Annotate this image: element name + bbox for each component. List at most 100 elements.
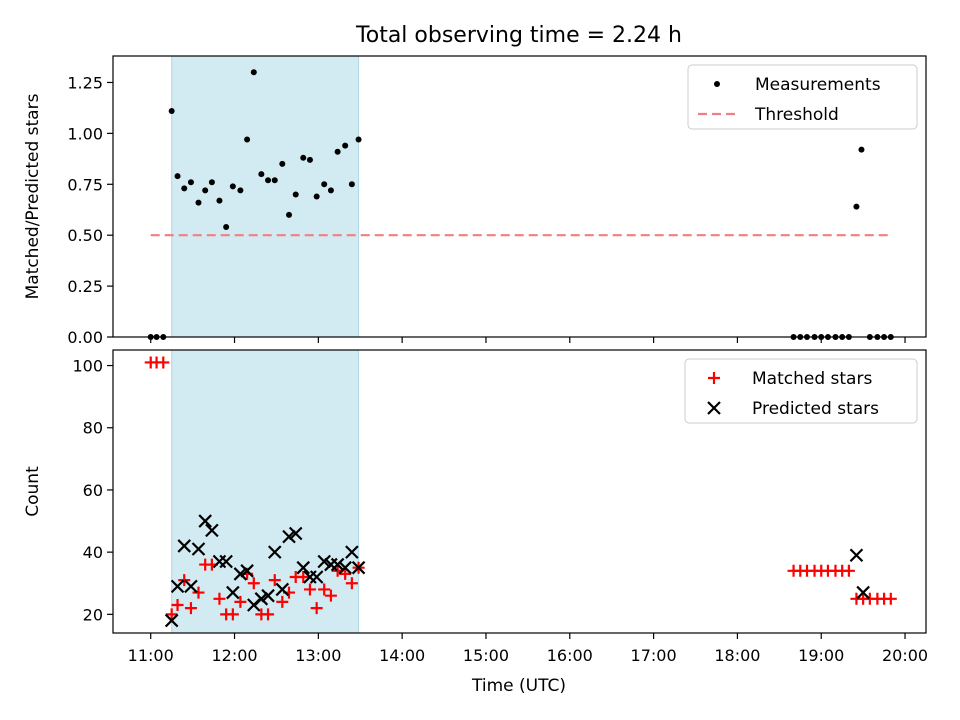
measurement-point [334, 148, 341, 155]
predicted-star-marker [275, 582, 290, 597]
measurement-point [237, 187, 244, 194]
predicted-star-marker [184, 579, 198, 594]
predicted-star-marker [205, 523, 219, 538]
predicted-star-marker [330, 557, 345, 572]
measurement-point [348, 181, 355, 188]
y-tick-label: 1.00 [67, 124, 103, 143]
legend-label: Predicted stars [752, 399, 879, 419]
measurement-point [306, 156, 313, 163]
legend-box [687, 64, 918, 130]
legend: Matched stars Predicted stars [684, 358, 918, 424]
measurement-point [187, 179, 194, 186]
measurement-point [223, 224, 230, 231]
matched-star-marker [171, 599, 184, 612]
observing-window-band [171, 349, 360, 634]
matched-star-marker [184, 602, 197, 615]
matched-star-marker [310, 602, 323, 615]
legend: Measurements Threshold [687, 64, 918, 130]
predicted-star-marker [254, 592, 269, 606]
top-panel: 0.00 0.25 0.50 0.75 1.00 1.25 Matched/Predicte… [23, 55, 927, 347]
matched-star-marker [303, 583, 316, 596]
legend-matched-marker [708, 372, 720, 384]
matched-star-marker [192, 586, 205, 599]
measurement-point [250, 69, 257, 76]
matched-star-marker [226, 608, 239, 621]
matched-star-marker [339, 567, 352, 580]
measurement-point [313, 193, 320, 200]
y-tick-label: 1.25 [67, 73, 103, 92]
y-tick-label: 100 [72, 357, 103, 376]
y-tick-label: 80 [83, 419, 103, 438]
bottom-panel: 20 40 60 80 100 11:00 12:00 13:00 14:00 15:00 16:0… [23, 349, 928, 665]
predicted-star-marker [170, 579, 185, 594]
predicted-star-marker [351, 560, 366, 575]
predicted-star-marker [164, 613, 179, 628]
measurement-point [229, 183, 236, 190]
predicted-star-marker [288, 526, 303, 541]
predicted-star-marker [198, 514, 212, 528]
x-axis-label: Time (UTC) [471, 676, 566, 696]
x-tick-label: 14:00 [379, 646, 425, 665]
legend-label: Matched stars [752, 369, 872, 389]
matched-star-marker [276, 595, 289, 608]
y-tick-label: 0.00 [67, 328, 103, 347]
predicted-star-marker [240, 564, 254, 578]
predicted-star-marker [261, 588, 275, 603]
predicted-star-marker [191, 542, 206, 556]
y-tick-label: 40 [83, 543, 103, 562]
y-tick-label: 20 [83, 605, 103, 624]
measurement-point [258, 171, 265, 178]
measurement-point [244, 136, 251, 143]
matched-star-marker [157, 356, 170, 369]
matched-star-marker [345, 577, 358, 590]
x-tick-label: 15:00 [463, 646, 509, 665]
observing-window-band [171, 55, 360, 338]
measurement-point [858, 146, 865, 153]
measurement-point [286, 211, 293, 218]
matched-star-marker [842, 564, 855, 577]
matched-star-marker [318, 583, 331, 596]
legend-box [684, 358, 918, 424]
predicted-star-marker [177, 539, 192, 553]
predicted-star-marker [282, 529, 296, 544]
measurement-point [342, 142, 349, 149]
measurement-point [174, 173, 181, 180]
y-tick-label: 60 [83, 481, 103, 500]
measurement-point [216, 197, 223, 204]
matched-star-marker [268, 574, 281, 587]
measurement-point [265, 177, 272, 184]
predicted-star-marker [309, 570, 324, 584]
predicted-star-marker [317, 554, 331, 569]
predicted-star-marker [856, 585, 870, 600]
predicted-star-marker [296, 560, 311, 575]
measurement-point [853, 203, 860, 210]
x-tick-label: 20:00 [882, 646, 928, 665]
matched-star-marker [165, 608, 178, 621]
legend-predicted-marker [707, 401, 721, 415]
y-tick-label: 0.25 [67, 277, 103, 296]
x-tick-label: 19:00 [798, 646, 844, 665]
measurement-point [195, 199, 202, 206]
measurement-point [208, 179, 215, 186]
measurement-point [355, 136, 362, 143]
x-tick-label: 17:00 [631, 646, 677, 665]
matched-star-marker [262, 608, 275, 621]
measurement-point [168, 107, 175, 114]
y-axis-label: Count [23, 466, 43, 517]
x-tick-label: 12:00 [211, 646, 257, 665]
y-tick-label: 0.50 [67, 226, 103, 245]
measurement-point [327, 187, 334, 194]
y-axis-label: Matched/Predicted stars [23, 93, 43, 299]
matched-star-marker [178, 574, 191, 587]
predicted-star-marker [849, 548, 864, 563]
matched-star-marker [234, 595, 247, 608]
x-tick-label: 16:00 [547, 646, 593, 665]
matched-star-marker [884, 592, 897, 605]
measurement-point [181, 185, 188, 192]
legend-label: Threshold [754, 105, 839, 125]
measurement-point [321, 181, 328, 188]
matched-star-marker [324, 589, 337, 602]
measurement-point [300, 154, 307, 161]
axes-frame [112, 349, 927, 634]
